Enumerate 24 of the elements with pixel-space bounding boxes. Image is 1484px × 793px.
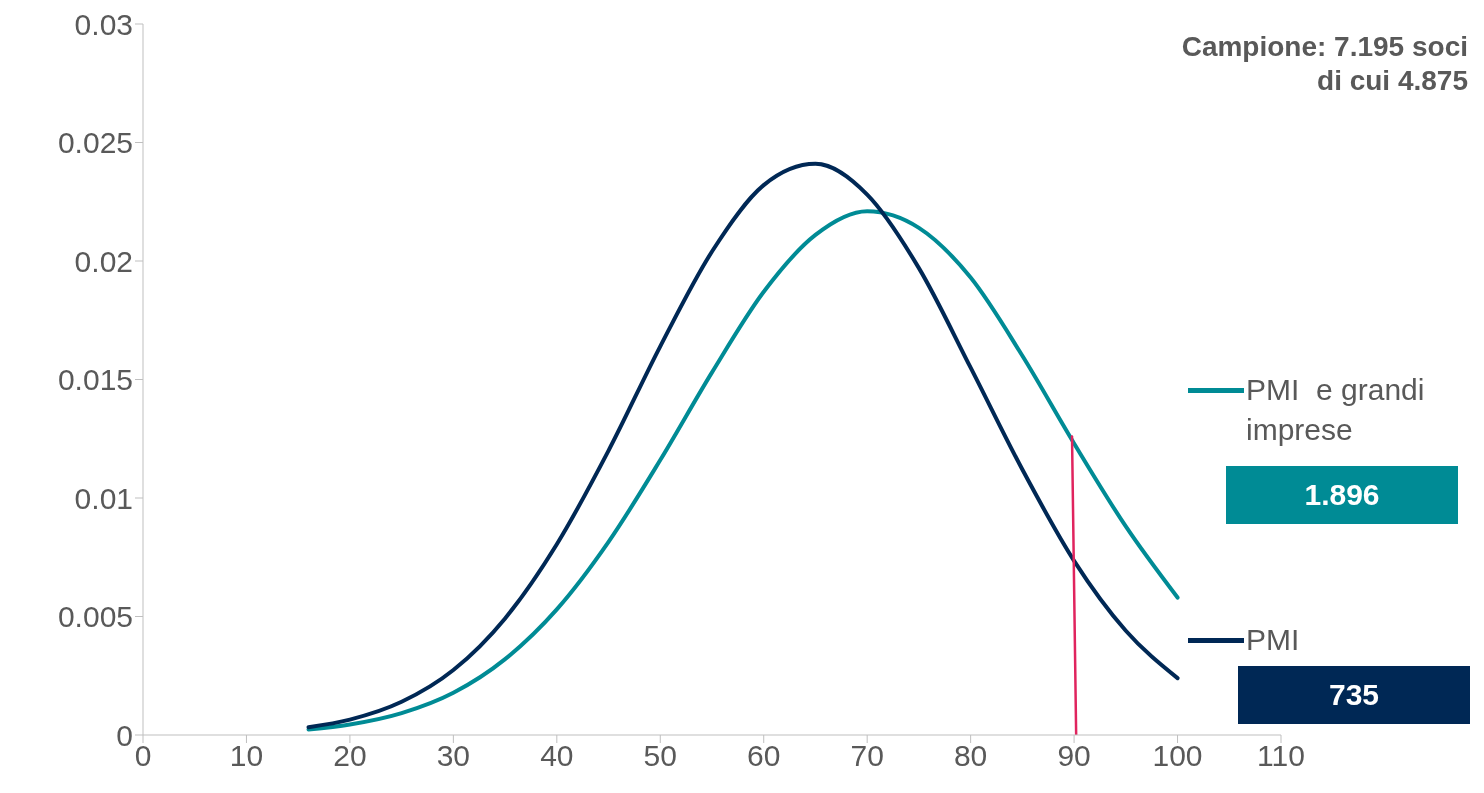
x-tick-label: 70 — [850, 739, 884, 773]
x-tick-label: 10 — [229, 739, 264, 773]
x-tick-label: 80 — [953, 739, 988, 773]
x-tick-label: 50 — [643, 739, 677, 773]
x-tick-label: 90 — [1057, 739, 1091, 773]
x-tick-label: 110 — [1257, 739, 1305, 773]
text: di cui 4.875 — [1316, 64, 1468, 98]
label-box: 1.896 — [1226, 466, 1458, 524]
y-tick-label: 0.01 — [74, 481, 133, 515]
x-tick-label: 60 — [747, 739, 781, 773]
x-tick-label: 40 — [540, 739, 574, 773]
y-tick-label: 0.025 — [57, 126, 133, 160]
x-tick-label: 20 — [333, 739, 367, 773]
annotation: Campione: 7.195 soci — [1181, 30, 1468, 64]
y-tick-label: 0.005 — [57, 600, 133, 634]
legend-label: PMI — [1246, 622, 1300, 658]
x-tick-label: 30 — [436, 739, 471, 773]
x-tick-label: 100 — [1152, 739, 1203, 773]
legend-label: PMI e grandi imprese — [1246, 372, 1426, 448]
y-tick-label: 0 — [116, 718, 133, 752]
y-tick-label: 0.015 — [57, 363, 133, 397]
y-tick-label: 0.02 — [74, 244, 133, 278]
y-tick-label: 0.03 — [74, 7, 133, 41]
label-box: 735 — [1238, 666, 1470, 724]
